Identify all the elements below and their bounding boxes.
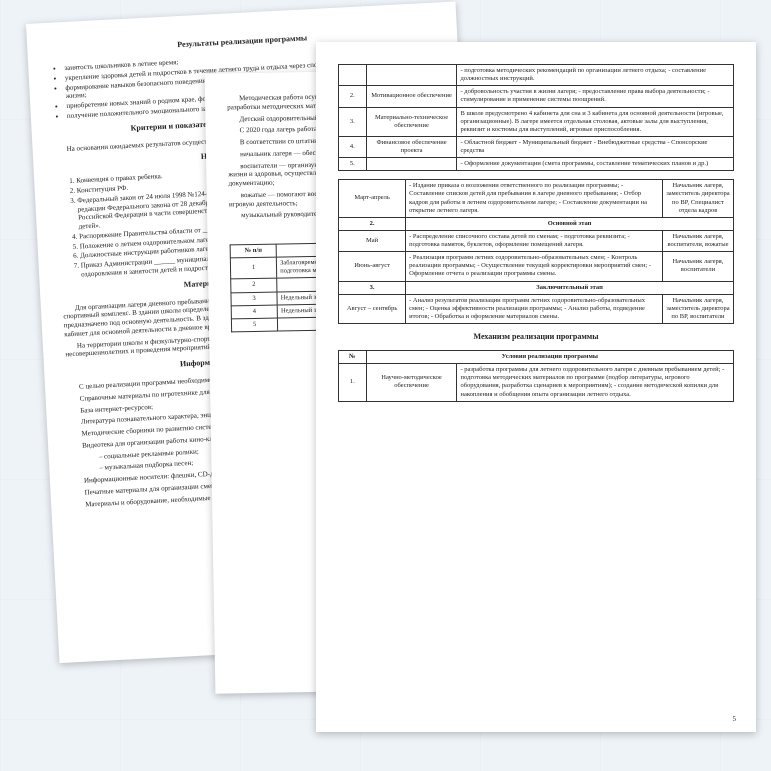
table-cell: - Издание приказа о возложении ответстве…: [406, 180, 663, 218]
table-cell: Основной этап: [406, 217, 734, 230]
table-cell: - добровольность участия в жизни лагеря;…: [457, 86, 734, 107]
table-cell: - разработка программы для летнего оздор…: [457, 364, 734, 402]
table-header: № п/п: [230, 244, 276, 258]
table-cell: Научно-методическое обеспечение: [366, 364, 457, 402]
table-row: 1. Научно-методическое обеспечение - раз…: [339, 364, 734, 402]
table-cell: Материально-техническое обеспечение: [366, 107, 457, 136]
table-cell: 2.: [339, 217, 406, 230]
table-row-separator: 2. Основной этап: [339, 217, 734, 230]
table-row: 2. Мотивационное обеспечение - доброволь…: [339, 86, 734, 107]
p3-heading-mechanism: Механизм реализации программы: [338, 332, 734, 342]
table-cell: 3.: [339, 281, 406, 294]
table-cell: 5.: [339, 158, 367, 171]
table-cell: 4: [231, 305, 277, 319]
page-3: - подготовка методических рекомендаций п…: [316, 42, 756, 732]
page-number: 5: [733, 715, 737, 724]
table-cell: 1: [230, 257, 277, 279]
table-row: № Условия реализации программы: [339, 351, 734, 364]
table-row: - подготовка методических рекомендаций п…: [339, 65, 734, 86]
table-cell: [366, 65, 457, 86]
table-cell: - Распределение списочного состава детей…: [406, 230, 663, 251]
table-cell: - Областной бюджет - Муниципальный бюдже…: [457, 136, 734, 157]
table-row: 3. Материально-техническое обеспечение В…: [339, 107, 734, 136]
table-row: Август – сентябрь - Анализ результатов р…: [339, 294, 734, 323]
table-row: 5. - Оформление документации (смета прог…: [339, 158, 734, 171]
table-cell: Май: [339, 230, 406, 251]
table-row: Июнь-август - Реализация программ летних…: [339, 252, 734, 281]
table-cell: В школе предусмотрено 4 кабинета для сна…: [457, 107, 734, 136]
table-row: Май - Распределение списочного состава д…: [339, 230, 734, 251]
table-cell: Начальник лагеря, заместитель директора …: [662, 294, 733, 323]
table-cell: Начальник лагеря, воспитатели, вожатые: [662, 230, 733, 251]
table-cell: - подготовка методических рекомендаций п…: [457, 65, 734, 86]
table-cell: Заключительный этап: [406, 281, 734, 294]
table-header: Условия реализации программы: [366, 351, 733, 364]
table-cell: 4.: [339, 136, 367, 157]
table-header: №: [339, 351, 367, 364]
table-cell: Март-апрель: [339, 180, 406, 218]
table-cell: 5: [231, 318, 277, 332]
table-cell: Август – сентябрь: [339, 294, 406, 323]
table-row: Март-апрель - Издание приказа о возложен…: [339, 180, 734, 218]
table-cell: 1.: [339, 364, 367, 402]
table-cell: - Анализ результатов реализации программ…: [406, 294, 663, 323]
table-cell: 3.: [339, 107, 367, 136]
table-cell: 3: [231, 292, 277, 306]
table-cell: 2.: [339, 86, 367, 107]
table-cell: - Оформление документации (смета програм…: [457, 158, 734, 171]
table-cell: Мотивационное обеспечение: [366, 86, 457, 107]
table-cell: Финансовое обеспечение проекта: [366, 136, 457, 157]
table-cell: Начальник лагеря, воспитатели: [662, 252, 733, 281]
table-cell: [339, 65, 367, 86]
table-cell: 2: [231, 278, 277, 292]
table-cell: - Реализация программ летних оздоровител…: [406, 252, 663, 281]
table-row-separator: 3. Заключительный этап: [339, 281, 734, 294]
p3-top-table: - подготовка методических рекомендаций п…: [338, 64, 734, 171]
table-cell: Июнь-август: [339, 252, 406, 281]
p3-mechanism-table: № Условия реализации программы 1. Научно…: [338, 350, 734, 402]
table-row: 4. Финансовое обеспечение проекта - Обла…: [339, 136, 734, 157]
p3-phases-table: Март-апрель - Издание приказа о возложен…: [338, 179, 734, 324]
table-cell: [366, 158, 457, 171]
table-cell: Начальник лагеря, заместитель директора …: [662, 180, 733, 218]
